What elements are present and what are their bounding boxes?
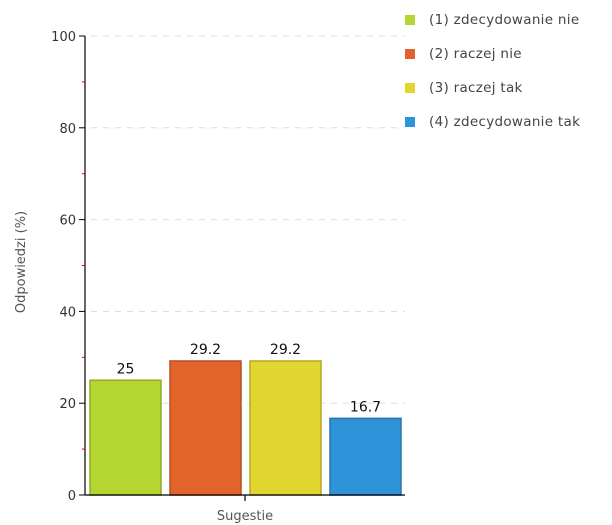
legend-item: (4) zdecydowanie tak (403, 114, 609, 130)
legend: (1) zdecydowanie nie (2) raczej nie (3) … (403, 12, 609, 148)
bar-value-label: 16.7 (350, 399, 381, 415)
legend-label: (3) raczej tak (429, 80, 523, 96)
bar (89, 379, 162, 496)
bars (89, 360, 402, 496)
y-ticks: 0 20 40 60 80 100 (51, 30, 85, 504)
legend-label: (2) raczej nie (429, 46, 522, 62)
y-axis-title: Odpowiedzi (%) (14, 211, 29, 313)
bar-value-label: 25 (117, 361, 135, 377)
legend-swatch (405, 117, 415, 127)
bar (169, 360, 242, 496)
bar-value-label: 29.2 (270, 342, 301, 358)
x-axis-title: Sugestie (217, 509, 273, 524)
legend-swatch (405, 83, 415, 93)
gridlines (91, 35, 405, 404)
y-tick-label: 100 (51, 30, 76, 45)
legend-item: (3) raczej tak (403, 80, 609, 96)
y-tick-label: 60 (59, 214, 76, 229)
bar (329, 417, 402, 496)
y-tick-label: 0 (68, 489, 76, 504)
legend-label: (4) zdecydowanie tak (429, 114, 581, 130)
data-labels: 25 29.2 29.2 16.7 (117, 342, 382, 415)
legend-label: (1) zdecydowanie nie (429, 12, 580, 28)
y-tick-label: 80 (59, 122, 76, 137)
y-tick-label: 40 (59, 305, 76, 320)
legend-item: (2) raczej nie (403, 46, 609, 62)
y-tick-label: 20 (59, 397, 76, 412)
legend-swatch (405, 49, 415, 59)
legend-swatch (405, 15, 415, 25)
bar (249, 360, 322, 496)
legend-item: (1) zdecydowanie nie (403, 12, 609, 28)
bar-value-label: 29.2 (190, 342, 221, 358)
